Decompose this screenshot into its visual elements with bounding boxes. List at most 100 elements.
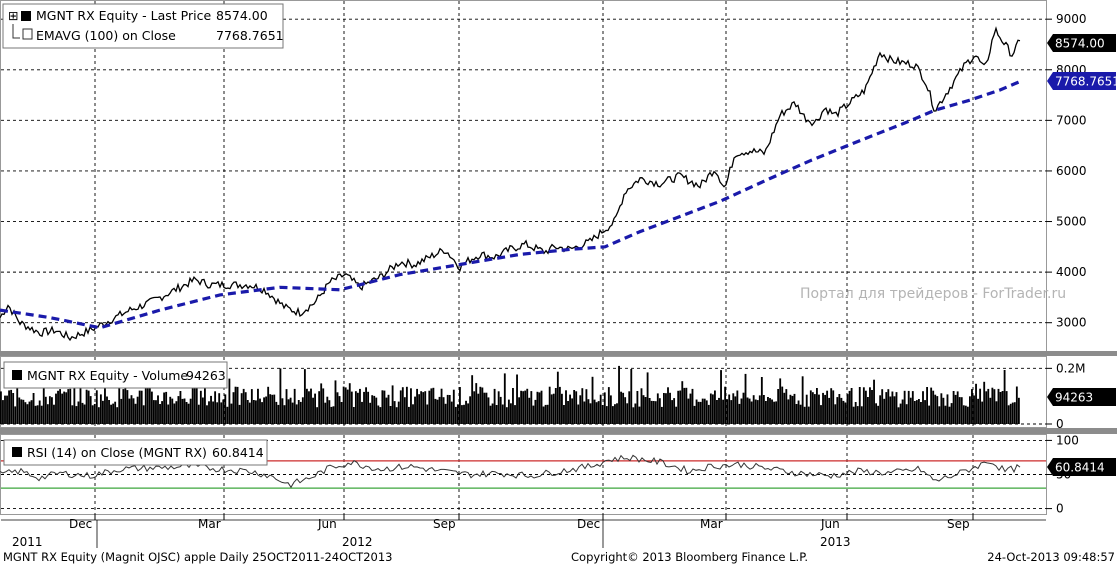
volume-bar bbox=[938, 406, 941, 424]
volume-bar bbox=[683, 387, 686, 424]
volume-bar bbox=[905, 404, 908, 424]
volume-bar bbox=[518, 397, 520, 424]
volume-bar bbox=[244, 392, 247, 424]
volume-bar bbox=[171, 398, 174, 424]
volume-bar bbox=[197, 404, 200, 424]
volume-bar bbox=[956, 391, 959, 424]
legend-price-label: MGNT RX Equity - Last Price bbox=[36, 8, 211, 23]
volume-bar bbox=[885, 392, 888, 424]
volume-bar bbox=[918, 399, 920, 424]
volume-bar bbox=[93, 404, 96, 424]
volume-bar bbox=[248, 402, 251, 424]
volume-bar bbox=[69, 388, 72, 424]
volume-bar bbox=[699, 401, 702, 424]
volume-bar bbox=[507, 399, 510, 424]
volume-bar bbox=[561, 393, 563, 424]
volume-bar bbox=[81, 402, 84, 424]
volume-bar bbox=[273, 394, 276, 424]
volume-bar bbox=[628, 391, 631, 424]
price-legend[interactable]: ⊞ MGNT RX Equity - Last Price 8574.00 EM… bbox=[2, 3, 284, 49]
volume-bar bbox=[993, 389, 996, 424]
volume-bar bbox=[971, 389, 973, 424]
volume-bar bbox=[430, 388, 433, 424]
volume-bar bbox=[603, 392, 606, 424]
volume-bar bbox=[1009, 403, 1012, 424]
volume-bar bbox=[375, 397, 378, 424]
volume-bar bbox=[711, 394, 714, 424]
volume-bar bbox=[554, 388, 557, 424]
volume-bar bbox=[1017, 397, 1020, 424]
x-axis-month-label: Mar bbox=[700, 517, 723, 531]
volume-bar bbox=[966, 406, 969, 424]
volume-bar bbox=[438, 396, 441, 424]
volume-bar bbox=[477, 393, 480, 424]
volume-bar bbox=[10, 389, 13, 424]
volume-bar bbox=[803, 406, 806, 424]
x-axis-month-label: Sep bbox=[947, 517, 970, 531]
volume-bar bbox=[418, 394, 421, 424]
volume-bar bbox=[63, 391, 66, 424]
volume-bar bbox=[824, 394, 826, 424]
legend-box bbox=[3, 361, 228, 389]
volume-value-tag-bg bbox=[1047, 388, 1116, 406]
volume-bar bbox=[897, 407, 900, 424]
volume-bar bbox=[952, 391, 955, 424]
volume-bar bbox=[191, 387, 194, 424]
volume-bar bbox=[930, 387, 933, 424]
volume-bar bbox=[148, 387, 151, 424]
volume-bar bbox=[652, 401, 655, 424]
volume-bar bbox=[679, 390, 682, 424]
volume-legend[interactable]: MGNT RX Equity - Volume 94263 bbox=[3, 361, 228, 389]
volume-bar bbox=[789, 394, 792, 424]
ema-value-tag: 7768.7651 bbox=[1047, 72, 1117, 90]
price-axis-label: 6000 bbox=[1056, 164, 1087, 178]
volume-bar bbox=[807, 406, 810, 424]
volume-bar bbox=[577, 404, 580, 424]
volume-bar bbox=[697, 401, 700, 424]
volume-bar bbox=[991, 387, 994, 424]
volume-bar bbox=[503, 373, 506, 424]
volume-bar bbox=[481, 387, 484, 424]
volume-bar bbox=[485, 392, 488, 424]
volume-bar bbox=[346, 389, 349, 424]
volume-bar bbox=[18, 397, 21, 424]
volume-bar bbox=[836, 397, 839, 424]
volume-bar bbox=[30, 400, 33, 424]
volume-bar bbox=[99, 394, 102, 424]
volume-bar bbox=[391, 385, 394, 424]
volume-bar bbox=[434, 398, 437, 424]
volume-bar bbox=[718, 397, 720, 424]
ema-line bbox=[0, 80, 1021, 330]
price-axis-label: 4000 bbox=[1056, 265, 1087, 279]
volume-bar bbox=[660, 406, 663, 424]
volume-bar bbox=[408, 406, 410, 424]
volume-bar bbox=[834, 404, 837, 424]
volume-bar bbox=[685, 387, 688, 424]
volume-bar bbox=[348, 383, 351, 424]
volume-bar bbox=[330, 406, 333, 424]
footer-copyright: Copyright© 2013 Bloomberg Finance L.P. bbox=[571, 550, 808, 564]
volume-bar bbox=[399, 390, 402, 424]
volume-bar bbox=[926, 387, 928, 424]
volume-bar bbox=[585, 389, 588, 424]
rsi-line bbox=[0, 454, 1021, 489]
volume-bar bbox=[442, 397, 445, 424]
volume-bar bbox=[595, 402, 598, 424]
volume-bar bbox=[189, 398, 192, 424]
volume-bar bbox=[55, 393, 57, 424]
volume-bar bbox=[563, 405, 565, 424]
price-line bbox=[0, 26, 1021, 342]
panel-separator[interactable] bbox=[0, 428, 1117, 434]
volume-bar bbox=[903, 390, 906, 424]
volume-bar bbox=[656, 393, 659, 424]
legend-swatch-price bbox=[21, 11, 31, 21]
volume-bar bbox=[1015, 386, 1018, 424]
panel-separator[interactable] bbox=[0, 351, 1117, 356]
volume-bar bbox=[695, 399, 698, 424]
rsi-legend[interactable]: RSI (14) on Close (MGNT RX) 60.8414 bbox=[3, 439, 268, 466]
volume-bar bbox=[46, 404, 49, 424]
legend-box bbox=[2, 3, 284, 49]
legend-expand-icon[interactable]: ⊞ bbox=[8, 8, 18, 23]
volume-bar bbox=[740, 398, 743, 424]
volume-bar bbox=[928, 405, 931, 424]
